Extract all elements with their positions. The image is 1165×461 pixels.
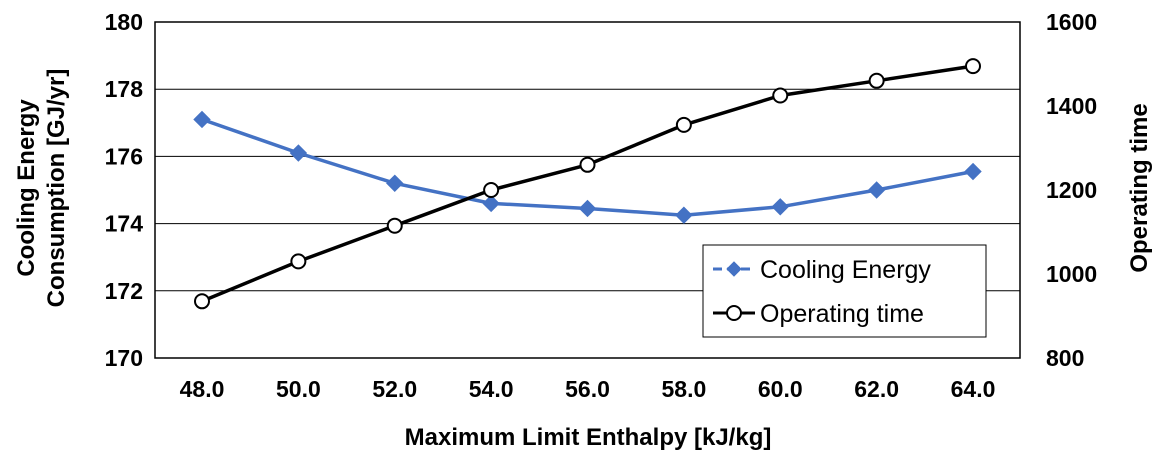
data-point — [964, 162, 982, 181]
data-point — [868, 72, 885, 89]
data-point — [482, 194, 500, 213]
y2-axis-ticks: 800 1000 1200 1400 1600 — [1046, 9, 1097, 371]
y-axis-title-line1: Cooling Energy — [13, 99, 40, 277]
y2-tick-label: 1400 — [1046, 93, 1097, 119]
y-tick-label: 170 — [105, 345, 143, 371]
data-point — [194, 293, 210, 310]
x-tick-label: 52.0 — [372, 376, 417, 402]
data-point — [290, 253, 307, 270]
y2-tick-label: 1600 — [1046, 9, 1097, 35]
data-point — [386, 174, 404, 192]
y-tick-label: 176 — [105, 143, 143, 169]
legend-item-operating-time: Operating time — [713, 300, 924, 328]
y-axis-title-line2: Consumption [GJ/yr] — [43, 69, 70, 308]
x-tick-label: 60.0 — [758, 376, 803, 402]
x-tick-label: 64.0 — [951, 376, 996, 402]
y2-tick-label: 800 — [1046, 345, 1084, 371]
data-point — [578, 199, 597, 218]
data-point — [386, 217, 403, 234]
data-point — [675, 206, 693, 224]
y2-tick-label: 1200 — [1046, 177, 1097, 203]
y2-tick-label: 1000 — [1046, 261, 1097, 287]
y-axis-ticks: 170 172 174 176 178 180 — [105, 9, 144, 371]
y-tick-label: 178 — [105, 76, 144, 102]
x-tick-label: 62.0 — [854, 376, 899, 402]
data-point — [193, 110, 211, 129]
data-point — [965, 58, 981, 75]
y-tick-label: 172 — [105, 278, 143, 304]
y2-axis-title: Operating time — [1126, 103, 1153, 272]
plot-area-frame — [154, 21, 1021, 359]
legend-label-operating-time: Operating time — [760, 300, 924, 328]
x-tick-label: 54.0 — [469, 376, 514, 402]
x-tick-label: 48.0 — [180, 376, 225, 402]
legend: Cooling Energy Operating time — [702, 244, 987, 338]
legend-swatch-operating-time-marker — [726, 305, 742, 321]
x-tick-label: 50.0 — [276, 376, 321, 402]
y-tick-label: 174 — [105, 211, 144, 237]
legend-item-cooling-energy: Cooling Energy — [713, 256, 931, 284]
data-point — [483, 182, 500, 198]
legend-swatch-cooling-energy-marker — [726, 261, 742, 277]
x-tick-label: 56.0 — [565, 376, 610, 402]
data-point — [579, 156, 596, 173]
data-point — [867, 181, 886, 199]
series-operating-time — [194, 58, 981, 310]
series-layer — [193, 58, 982, 310]
data-point — [675, 116, 692, 133]
series-cooling-energy — [193, 110, 982, 224]
x-tick-label: 58.0 — [661, 376, 706, 402]
x-axis-title: Maximum Limit Enthalpy [kJ/kg] — [405, 424, 772, 451]
data-point — [771, 198, 789, 216]
data-point — [772, 87, 789, 104]
x-axis-ticks: 48.0 50.0 52.0 54.0 56.0 58.0 60.0 62.0 64.0 — [180, 376, 996, 402]
data-point — [289, 144, 308, 162]
legend-box — [702, 244, 987, 338]
legend-label-cooling-energy: Cooling Energy — [760, 256, 931, 284]
y-tick-label: 180 — [105, 9, 143, 35]
